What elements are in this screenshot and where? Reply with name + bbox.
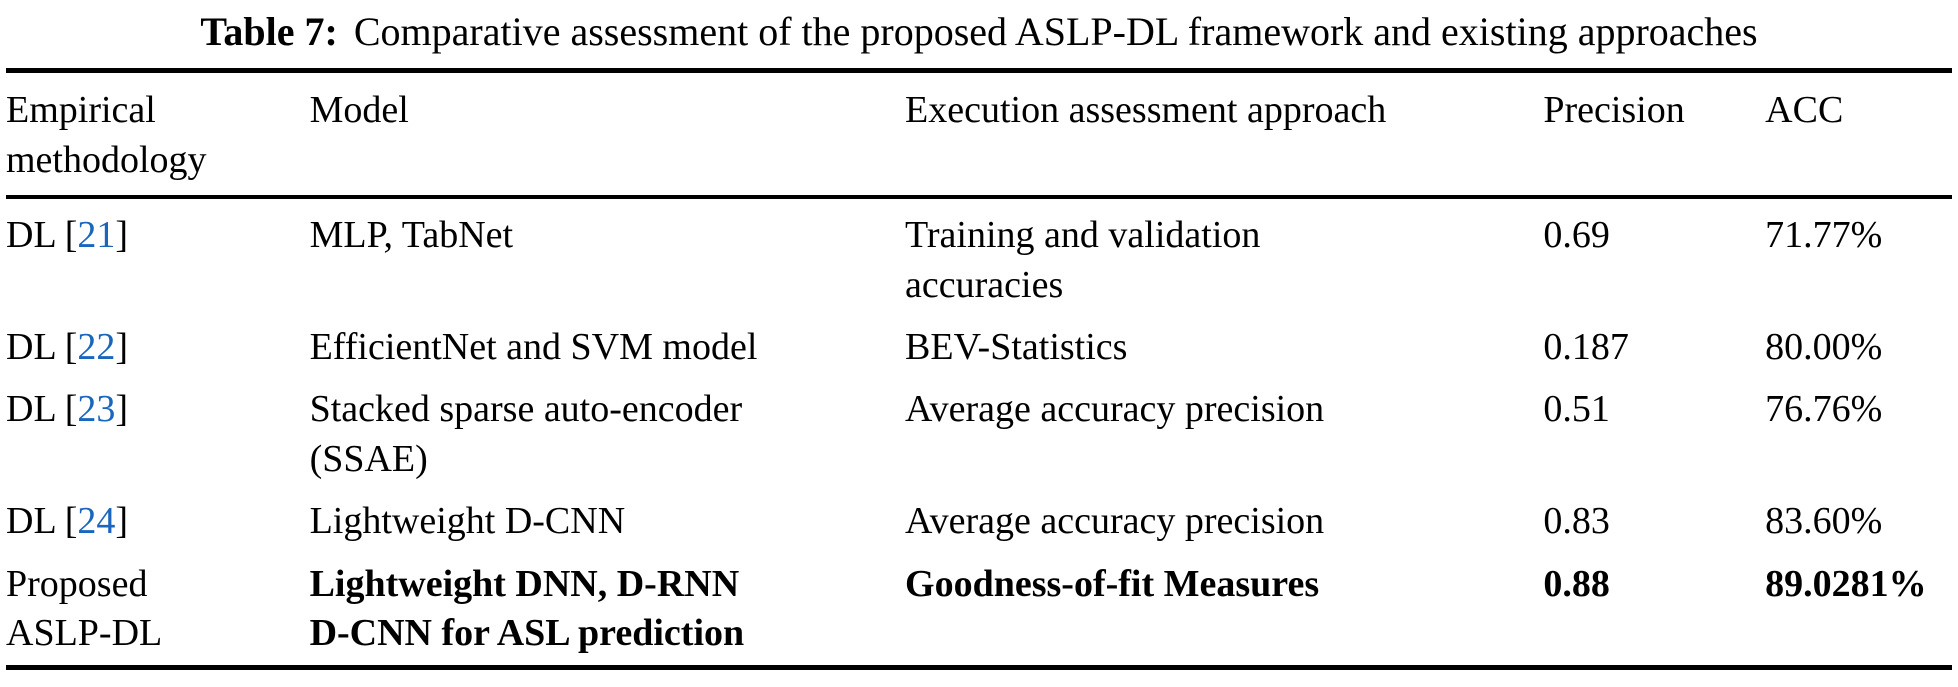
cell-precision: 0.187 xyxy=(1543,326,1629,369)
cell-precision: 0.88 xyxy=(1543,562,1610,605)
citation-link[interactable]: 21 xyxy=(77,214,116,257)
table-body: DL [21] MLP, TabNet Training and validat… xyxy=(6,197,1952,668)
cell-precision: 0.51 xyxy=(1543,388,1610,431)
table-caption: Table 7: Comparative assessment of the pr… xyxy=(6,6,1952,58)
cell-precision: 0.69 xyxy=(1543,214,1610,257)
cell-methodology: DL [22] xyxy=(6,326,129,369)
table-row: DL [21] MLP, TabNet Training and validat… xyxy=(6,197,1952,317)
table-row: DL [23] Stacked sparse auto-encoder (SSA… xyxy=(6,379,1952,491)
cell-model: Stacked sparse auto-encoder (SSAE) xyxy=(309,388,743,480)
cell-model: EfficientNet and SVM model xyxy=(309,326,758,369)
header-row: Empirical methodology Model Execution as… xyxy=(6,70,1952,200)
cell-precision: 0.83 xyxy=(1543,500,1610,543)
table-row: DL [22] EfficientNet and SVM model BEV-S… xyxy=(6,317,1952,379)
cell-approach: Goodness-of-fit Measures xyxy=(905,562,1320,605)
cell-acc: 80.00% xyxy=(1765,326,1883,369)
cell-methodology: DL [23] xyxy=(6,388,129,431)
col-header-precision: Precision xyxy=(1543,70,1766,200)
cell-approach: BEV-Statistics xyxy=(905,326,1128,369)
comparison-table: Empirical methodology Model Execution as… xyxy=(6,68,1952,671)
citation-link[interactable]: 24 xyxy=(77,500,116,543)
citation-link[interactable]: 22 xyxy=(77,326,116,369)
cell-model: Lightweight D-CNN xyxy=(309,500,626,543)
caption-label: Table 7: xyxy=(200,9,338,54)
cell-methodology: Proposed ASLP-DL xyxy=(6,562,163,655)
cell-approach: Average accuracy precision xyxy=(905,500,1325,543)
caption-text: Comparative assessment of the proposed A… xyxy=(353,9,1758,54)
cell-approach: Average accuracy precision xyxy=(905,388,1325,431)
cell-acc: 76.76% xyxy=(1765,388,1883,431)
col-header-acc: ACC xyxy=(1765,70,1952,200)
table-row: DL [24] Lightweight D-CNN Average accura… xyxy=(6,491,1952,553)
table-header: Empirical methodology Model Execution as… xyxy=(6,70,1952,200)
cell-acc: 89.0281% xyxy=(1765,562,1927,605)
col-header-approach: Execution assessment approach xyxy=(905,70,1544,200)
cell-model: MLP, TabNet xyxy=(309,214,514,257)
table-row-proposed: Proposed ASLP-DL Lightweight DNN, D-RNN … xyxy=(6,554,1952,668)
cell-model: Lightweight DNN, D-RNN D-CNN for ASL pre… xyxy=(309,562,745,655)
cell-methodology: DL [24] xyxy=(6,500,129,543)
col-header-model: Model xyxy=(309,70,906,200)
cell-methodology: DL [21] xyxy=(6,214,129,257)
cell-acc: 83.60% xyxy=(1765,500,1883,543)
citation-link[interactable]: 23 xyxy=(77,388,116,431)
col-header-methodology: Empirical methodology xyxy=(6,70,310,200)
cell-acc: 71.77% xyxy=(1765,214,1883,257)
cell-approach: Training and validation accuracies xyxy=(905,214,1261,306)
